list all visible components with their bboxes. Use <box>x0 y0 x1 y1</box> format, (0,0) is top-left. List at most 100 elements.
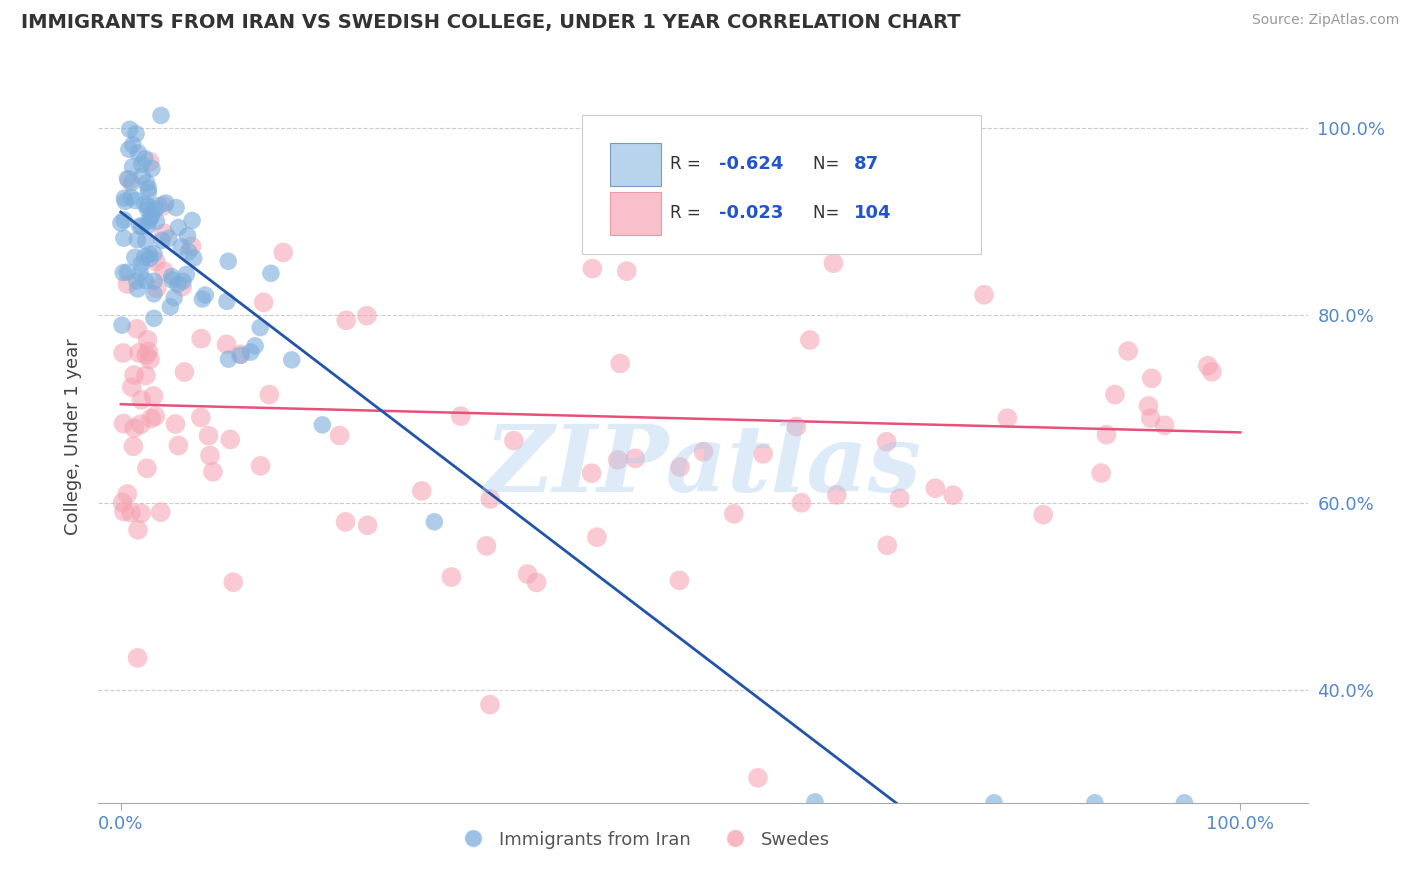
Point <box>142 286 165 301</box>
Point <box>475 539 498 553</box>
Point <box>1095 427 1118 442</box>
Point <box>479 491 502 506</box>
Point <box>253 295 276 310</box>
Point <box>138 247 160 261</box>
Point <box>121 176 143 190</box>
Point <box>111 318 134 332</box>
Point <box>112 266 135 280</box>
Point <box>823 256 845 270</box>
Point <box>1173 796 1195 810</box>
Text: 87: 87 <box>855 154 879 172</box>
Point <box>181 213 204 227</box>
Point <box>145 281 167 295</box>
Point <box>243 339 266 353</box>
Point <box>215 337 238 351</box>
Point <box>229 347 252 361</box>
Point <box>117 487 139 501</box>
Point <box>131 219 153 234</box>
Point <box>121 380 143 394</box>
Point <box>176 268 198 282</box>
Point <box>1116 344 1139 359</box>
Y-axis label: College, Under 1 year: College, Under 1 year <box>63 339 82 535</box>
Point <box>129 266 152 280</box>
Point <box>127 523 149 537</box>
Point <box>785 419 807 434</box>
Point <box>159 300 181 314</box>
Point <box>143 409 166 424</box>
Point <box>129 417 152 432</box>
Point <box>1201 365 1223 379</box>
Point <box>117 171 139 186</box>
Text: -0.624: -0.624 <box>718 154 783 172</box>
Point <box>145 202 167 216</box>
Point <box>586 530 609 544</box>
Point <box>329 428 352 442</box>
Point <box>942 488 965 502</box>
Point <box>136 202 159 217</box>
Point <box>280 352 302 367</box>
Point <box>122 421 145 435</box>
Point <box>155 196 177 211</box>
Point <box>141 207 163 221</box>
Point <box>115 265 138 279</box>
FancyBboxPatch shape <box>610 143 661 186</box>
Point <box>194 288 217 302</box>
Point <box>112 346 135 360</box>
Point <box>125 274 148 288</box>
Point <box>183 251 205 265</box>
Point <box>128 219 150 234</box>
Point <box>131 157 153 171</box>
Point <box>120 190 142 204</box>
Point <box>129 506 152 520</box>
Point <box>1032 508 1054 522</box>
Point <box>135 368 157 383</box>
Point <box>141 161 163 176</box>
Point <box>166 277 188 292</box>
Point <box>450 409 472 424</box>
Point <box>136 199 159 213</box>
Point <box>127 233 149 247</box>
Point <box>747 771 769 785</box>
Point <box>668 574 690 588</box>
Point <box>163 291 186 305</box>
Point <box>127 651 149 665</box>
Point <box>180 239 202 253</box>
Text: N=: N= <box>813 154 845 172</box>
Point <box>191 292 214 306</box>
Point <box>1104 387 1126 401</box>
Point <box>1140 371 1163 385</box>
Point <box>249 458 271 473</box>
Point <box>124 250 146 264</box>
Point <box>138 344 160 359</box>
Point <box>122 368 145 382</box>
Text: R =: R = <box>671 204 706 222</box>
Point <box>124 194 146 208</box>
Point <box>479 698 502 712</box>
Point <box>1090 466 1112 480</box>
Point <box>110 216 132 230</box>
Point <box>1137 399 1160 413</box>
Point <box>112 504 135 518</box>
Point <box>217 352 239 367</box>
Point <box>142 311 165 326</box>
Point <box>138 213 160 227</box>
Point <box>111 495 134 509</box>
Point <box>411 483 433 498</box>
Point <box>125 322 148 336</box>
Point <box>173 365 195 379</box>
Point <box>165 201 187 215</box>
Point <box>995 411 1018 425</box>
Point <box>335 515 357 529</box>
Point <box>723 507 745 521</box>
Point <box>219 433 242 447</box>
Point <box>150 234 173 248</box>
Point <box>973 287 995 301</box>
Point <box>127 282 149 296</box>
Point <box>222 575 245 590</box>
Point <box>876 434 898 449</box>
Point <box>120 506 142 520</box>
Point <box>624 451 647 466</box>
Point <box>136 333 159 347</box>
Point <box>165 417 187 431</box>
Point <box>356 309 378 323</box>
